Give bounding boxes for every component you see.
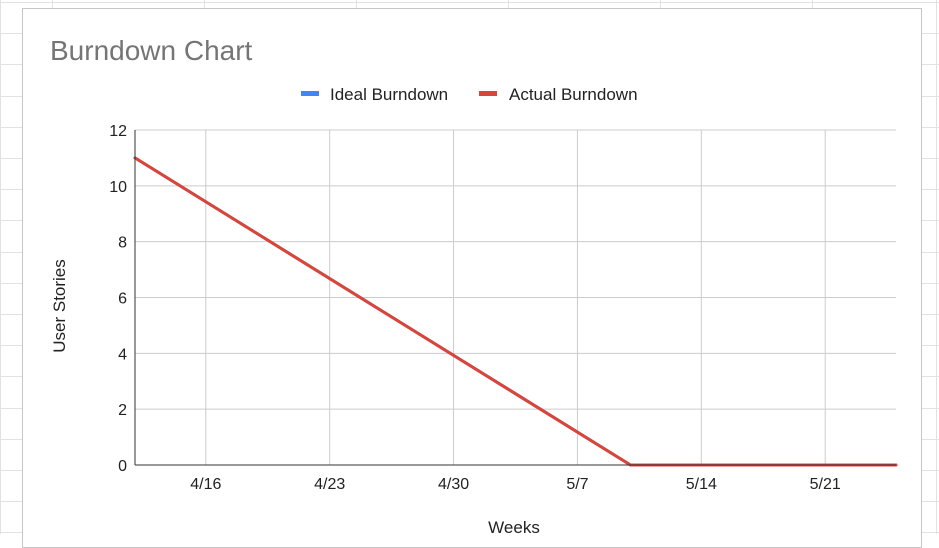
y-tick-label: 2: [118, 402, 127, 419]
chart-title: Burndown Chart: [50, 35, 253, 66]
x-tick-label: 4/23: [314, 476, 345, 493]
x-tick-label: 4/30: [438, 476, 469, 493]
x-tick-label: 5/7: [566, 476, 588, 493]
chart-container[interactable]: 0 2 4 6 8 10 12 4/16 4/23 4/30 5/7 5/14 5/21 Burndo…: [22, 8, 922, 548]
y-tick-labels: 0 2 4 6 8 10 12: [109, 123, 127, 475]
axes: [134, 130, 896, 466]
x-tick-label: 5/21: [810, 476, 841, 493]
legend-label-actual: Actual Burndown: [509, 85, 638, 104]
gridlines: [135, 129, 896, 465]
x-tick-label: 5/14: [686, 476, 717, 493]
y-tick-label: 6: [118, 291, 127, 308]
series-lines: [133, 156, 898, 467]
y-tick-label: 8: [118, 235, 127, 252]
legend-label-ideal: Ideal Burndown: [330, 85, 448, 104]
legend: Ideal Burndown Actual Burndown: [301, 85, 638, 104]
burndown-line-chart: 0 2 4 6 8 10 12 4/16 4/23 4/30 5/7 5/14 5/21 Burndo…: [50, 35, 898, 537]
y-tick-label: 4: [118, 346, 127, 363]
legend-swatch-ideal: [301, 91, 319, 96]
legend-swatch-actual: [479, 91, 497, 96]
series-line-actual-burndown: [133, 156, 898, 467]
x-axis-title: Weeks: [488, 518, 540, 537]
x-tick-label: 4/16: [190, 476, 221, 493]
y-axis-title: User Stories: [50, 259, 69, 353]
series-line-ideal-burndown: [133, 156, 898, 467]
y-tick-label: 0: [118, 458, 127, 475]
x-tick-labels: 4/16 4/23 4/30 5/7 5/14 5/21: [190, 476, 841, 493]
y-tick-label: 12: [109, 123, 127, 140]
y-tick-label: 10: [109, 179, 127, 196]
